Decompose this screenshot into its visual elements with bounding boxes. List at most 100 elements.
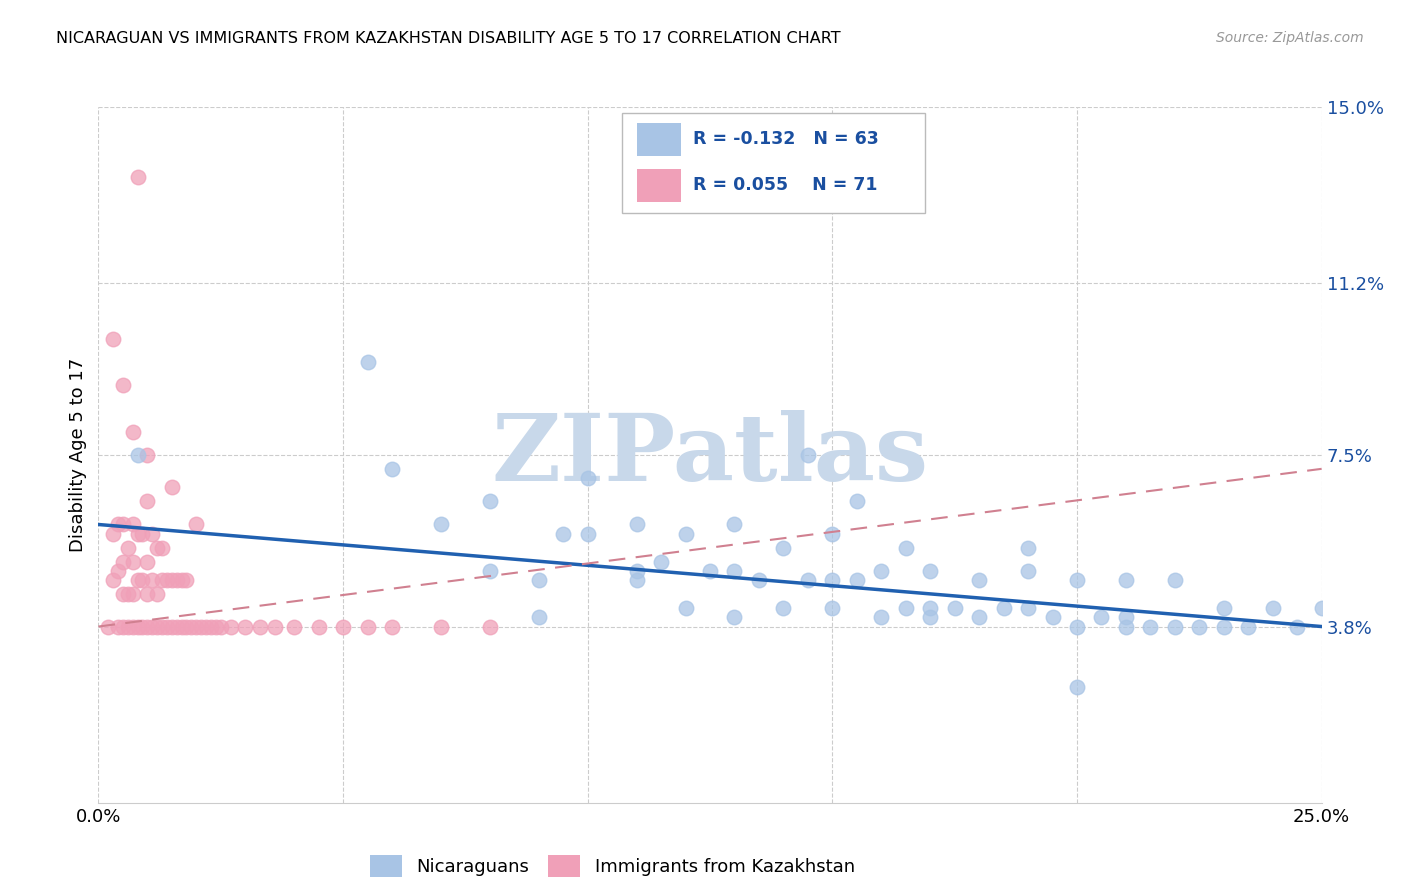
Point (200, 619, 222, 633)
Point (176, 573, 198, 587)
Point (675, 526, 697, 541)
Point (136, 494, 159, 508)
Point (478, 494, 501, 508)
Point (150, 619, 173, 633)
Point (308, 619, 330, 633)
Point (1261, 601, 1284, 615)
Point (845, 573, 868, 587)
Point (1066, 619, 1088, 633)
Point (920, 601, 942, 615)
Point (920, 610, 942, 624)
Point (430, 619, 453, 633)
Point (553, 526, 575, 541)
Point (195, 619, 218, 633)
Point (1042, 610, 1064, 624)
Point (576, 526, 599, 541)
Point (111, 555, 134, 569)
Point (209, 619, 232, 633)
Point (1115, 573, 1137, 587)
Point (626, 517, 648, 532)
Point (186, 619, 208, 633)
Point (97, 619, 120, 633)
Point (993, 601, 1015, 615)
Point (249, 619, 271, 633)
Text: Source: ZipAtlas.com: Source: ZipAtlas.com (1216, 31, 1364, 45)
FancyBboxPatch shape (621, 112, 925, 213)
Point (478, 619, 501, 633)
Point (146, 541, 169, 555)
Point (723, 610, 745, 624)
Point (821, 601, 844, 615)
Point (356, 355, 378, 369)
Point (107, 564, 129, 578)
Point (101, 526, 124, 541)
Point (219, 619, 242, 633)
Point (797, 573, 820, 587)
Point (845, 494, 868, 508)
Point (127, 573, 149, 587)
Point (527, 573, 550, 587)
Point (166, 573, 188, 587)
Point (141, 526, 163, 541)
Point (1164, 619, 1187, 633)
Point (190, 619, 212, 633)
Point (121, 619, 143, 633)
Point (117, 587, 139, 601)
Point (1237, 619, 1260, 633)
Point (699, 564, 721, 578)
Legend: Nicaraguans, Immigrants from Kazakhstan: Nicaraguans, Immigrants from Kazakhstan (363, 847, 862, 884)
Point (626, 573, 648, 587)
Point (101, 573, 124, 587)
Point (166, 619, 188, 633)
Point (150, 541, 173, 555)
FancyBboxPatch shape (637, 169, 681, 202)
Point (723, 517, 745, 532)
Point (650, 555, 672, 569)
Point (117, 541, 139, 555)
Point (121, 587, 143, 601)
Point (233, 619, 256, 633)
Point (156, 619, 179, 633)
Point (1017, 564, 1039, 578)
Point (1188, 619, 1211, 633)
Point (748, 573, 770, 587)
Point (894, 541, 917, 555)
Point (156, 573, 179, 587)
Point (111, 517, 134, 532)
Point (723, 564, 745, 578)
Point (870, 610, 893, 624)
Point (821, 573, 844, 587)
Point (136, 619, 159, 633)
Point (121, 425, 143, 439)
Point (943, 601, 966, 615)
Point (101, 332, 124, 346)
Point (1115, 610, 1137, 624)
Point (111, 619, 134, 633)
Point (430, 517, 453, 532)
Point (1139, 619, 1161, 633)
Point (1212, 619, 1234, 633)
Point (141, 573, 163, 587)
Point (111, 378, 134, 392)
Point (141, 619, 163, 633)
Point (205, 619, 228, 633)
Point (160, 573, 183, 587)
Point (527, 610, 550, 624)
Point (150, 573, 173, 587)
Point (146, 587, 169, 601)
Point (797, 448, 820, 462)
Point (332, 619, 354, 633)
Point (127, 526, 149, 541)
Point (920, 564, 942, 578)
Point (821, 526, 844, 541)
FancyBboxPatch shape (637, 123, 681, 155)
Point (1017, 601, 1039, 615)
Text: R = 0.055    N = 71: R = 0.055 N = 71 (693, 177, 877, 194)
Point (180, 619, 202, 633)
Point (967, 573, 990, 587)
Point (381, 619, 404, 633)
Point (131, 526, 153, 541)
Point (1066, 680, 1088, 694)
Point (1017, 541, 1039, 555)
Text: NICARAGUAN VS IMMIGRANTS FROM KAZAKHSTAN DISABILITY AGE 5 TO 17 CORRELATION CHAR: NICARAGUAN VS IMMIGRANTS FROM KAZAKHSTAN… (56, 31, 841, 46)
